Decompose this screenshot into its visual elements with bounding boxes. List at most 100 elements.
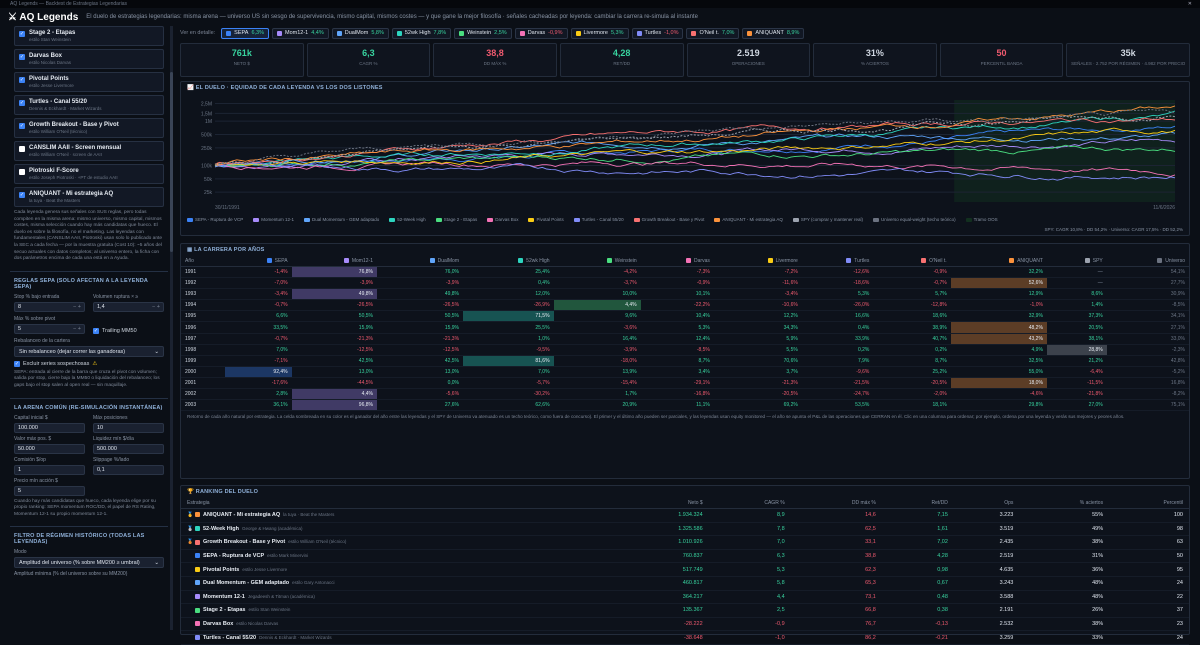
legend-checkbox[interactable] bbox=[19, 146, 25, 152]
col-header[interactable]: Ops bbox=[953, 498, 1020, 509]
stepper-icon[interactable]: − + bbox=[152, 303, 160, 310]
chip-weinstein[interactable]: Weinstein 2,5% bbox=[454, 27, 512, 39]
stepper-icon[interactable]: − + bbox=[73, 303, 81, 310]
ranking-row[interactable]: 🥇 ANIQUANT - Mi estrategia AQ la tuya · Be… bbox=[181, 508, 1189, 523]
col-header[interactable]: Ret/DD bbox=[881, 498, 954, 509]
exclude-suspicious-checkbox[interactable]: ✓ Excluir series sospechosas ⚠ bbox=[14, 360, 164, 367]
table-cell: -1,0% bbox=[950, 299, 1047, 312]
col-header[interactable]: % aciertos bbox=[1019, 498, 1110, 509]
ranking-row[interactable]: Momentum 12-1 Jegadeesh & Titman (académi… bbox=[181, 590, 1189, 605]
commission-input[interactable]: 1 bbox=[14, 464, 85, 475]
legend-entry[interactable]: Darvas Box bbox=[487, 217, 518, 222]
equity-chart[interactable]: 2,5M 1,5M 1M 500k 250k 100k 50k 25k 30/11/1991 11… bbox=[185, 94, 1185, 214]
scrollbar-thumb[interactable] bbox=[170, 72, 173, 252]
legend-item[interactable]: ✓ Stage 2 - Etapas estilo Stan Weinstein bbox=[14, 26, 164, 46]
legend-entry[interactable]: Stage 2 - Etapas bbox=[435, 217, 477, 222]
max-positions-input[interactable]: 10 bbox=[93, 422, 164, 433]
legend-checkbox[interactable]: ✓ bbox=[19, 77, 25, 83]
legend-entry[interactable]: Turtles - Canal 55/20 bbox=[573, 217, 624, 222]
legend-item[interactable]: ✓ Pivotal Points estilo Jesse Livermore bbox=[14, 72, 164, 92]
col-header[interactable]: Livermore bbox=[713, 256, 802, 267]
col-header[interactable]: Darvas bbox=[640, 256, 714, 267]
ranking-row[interactable]: 🥈 52-Week High George & Hwang (académica) 1… bbox=[181, 522, 1189, 537]
legend-checkbox[interactable]: ✓ bbox=[19, 100, 25, 106]
legend-item[interactable]: ✓ Darvas Box estilo Nicolas Darvas bbox=[14, 49, 164, 69]
legend-checkbox[interactable]: ✓ bbox=[19, 54, 25, 60]
legend-entry[interactable]: Universo equal-weight (techo teórico) bbox=[873, 217, 956, 222]
trailing-checkbox[interactable]: ✓ Trailing MM50 bbox=[93, 327, 164, 334]
series-line-0[interactable] bbox=[214, 125, 1176, 168]
mode-select[interactable]: Amplitud del universo (% sobre MM200 ≥ u… bbox=[14, 557, 164, 569]
sidebar-scrollbar[interactable] bbox=[170, 26, 173, 630]
max-value-input[interactable]: 50.000 bbox=[14, 443, 85, 454]
chip-dualmom[interactable]: DualMom 5,8% bbox=[331, 27, 389, 39]
legend-checkbox[interactable]: ✓ bbox=[19, 192, 25, 198]
ranking-row[interactable]: Pivotal Points estilo Jesse Livermore 517.… bbox=[181, 562, 1189, 577]
chip-turtles[interactable]: Turtles -1,0% bbox=[631, 27, 684, 39]
legend-entry[interactable]: Momentum 12-1 bbox=[253, 217, 294, 222]
ranking-row[interactable]: Turtles - Canal 55/20 Dennis & Eckhardt ·… bbox=[181, 630, 1189, 645]
col-header[interactable]: Weinstein bbox=[553, 256, 641, 267]
chip-52wk-high[interactable]: 52wk High 7,8% bbox=[391, 27, 452, 39]
col-header[interactable]: Percentil bbox=[1109, 498, 1189, 509]
series-line-4[interactable] bbox=[214, 144, 1176, 168]
legend-item[interactable]: ✓ ANIQUANT - Mi estrategia AQ la tuya · Be… bbox=[14, 187, 164, 207]
col-header[interactable]: Neto $ bbox=[616, 498, 709, 509]
series-line-11[interactable] bbox=[214, 108, 1176, 165]
rebalance-select[interactable]: Sin rebalanceo (dejar correr las ganador… bbox=[14, 345, 164, 357]
ranking-row[interactable]: SEPA - Ruptura de VCP estilo Mark Minervi… bbox=[181, 549, 1189, 564]
series-line-6[interactable] bbox=[214, 127, 1176, 166]
chip-sepa[interactable]: SEPA 6,3% bbox=[221, 27, 269, 39]
series-line-2[interactable] bbox=[214, 131, 1176, 168]
legend-checkbox[interactable]: ✓ bbox=[19, 123, 25, 129]
legend-checkbox[interactable] bbox=[19, 169, 25, 175]
legend-item[interactable]: CANSLIM AAII - Screen mensual estilo Will… bbox=[14, 141, 164, 161]
liquidity-input[interactable]: 500.000 bbox=[93, 443, 164, 454]
legend-entry[interactable]: SEPA - Ruptura de VCP bbox=[187, 217, 243, 222]
col-header[interactable]: 52wk High bbox=[463, 256, 554, 267]
col-header[interactable]: CAGR % bbox=[708, 498, 791, 509]
chip-livermore[interactable]: Livermore 5,3% bbox=[570, 27, 629, 39]
col-header[interactable]: DD máx % bbox=[790, 498, 882, 509]
close-icon[interactable]: ✕ bbox=[1187, 1, 1192, 7]
col-header[interactable]: Año bbox=[181, 256, 225, 267]
ranking-row[interactable]: Dual Momentum - GEM adaptado estilo Gary … bbox=[181, 576, 1189, 591]
legend-item[interactable]: ✓ Turtles - Canal 55/20 Dennis & Eckhardt … bbox=[14, 95, 164, 115]
col-header[interactable]: ANIQUANT bbox=[950, 256, 1047, 267]
stepper-icon[interactable]: − + bbox=[73, 325, 81, 332]
col-header[interactable]: SEPA bbox=[224, 256, 292, 267]
legend-entry[interactable]: 52-Week High bbox=[389, 217, 426, 222]
legend-item[interactable]: ✓ Growth Breakout - Base y Pivot estilo Wi… bbox=[14, 118, 164, 138]
legend-entry[interactable]: Pivotal Points bbox=[528, 217, 564, 222]
chip-darvas[interactable]: Darvas -0,9% bbox=[514, 27, 568, 39]
volume-input[interactable]: 1,4 − + bbox=[93, 301, 164, 312]
legend-entry[interactable]: Dual Momentum - GEM adaptado bbox=[303, 217, 379, 222]
series-line-7[interactable] bbox=[214, 162, 1176, 181]
legend-entry[interactable]: Growth Breakout - Base y Pivot bbox=[633, 217, 704, 222]
legend-item[interactable]: Piotroski F-Score estilo Joseph Piotroski… bbox=[14, 164, 164, 184]
col-header[interactable]: Mom12-1 bbox=[291, 256, 377, 267]
col-header[interactable]: SPY bbox=[1046, 256, 1107, 267]
slippage-input[interactable]: 0,1 bbox=[93, 464, 164, 475]
col-header[interactable]: Universo bbox=[1106, 256, 1189, 267]
ranking-row[interactable]: Stage 2 - Etapas estilo Stan Weinstein 135… bbox=[181, 603, 1189, 618]
legend-entry[interactable]: ANIQUANT - Mi estrategia AQ bbox=[714, 217, 783, 222]
col-header[interactable]: Turtles bbox=[801, 256, 874, 267]
chip-o-neil-t-[interactable]: O'Neil t. 7,0% bbox=[686, 27, 740, 39]
ranking-row[interactable]: Darvas Box estilo Nicolas Darvas -28.222 -0… bbox=[181, 617, 1189, 632]
series-line-10[interactable] bbox=[214, 115, 1176, 167]
chip-aniquant[interactable]: ANIQUANT 8,9% bbox=[742, 27, 805, 39]
col-header[interactable]: O'Neil t. bbox=[873, 256, 951, 267]
max-pivot-input[interactable]: 5 − + bbox=[14, 323, 85, 334]
stop-input[interactable]: 8 − + bbox=[14, 301, 85, 312]
legend-checkbox[interactable]: ✓ bbox=[19, 31, 25, 37]
min-price-input[interactable]: 5 bbox=[14, 485, 85, 496]
col-header[interactable]: DualMom bbox=[376, 256, 464, 267]
series-line-3[interactable] bbox=[214, 110, 1176, 167]
capital-input[interactable]: 100.000 bbox=[14, 422, 85, 433]
chip-mom12-1[interactable]: Mom12-1 4,4% bbox=[271, 27, 329, 39]
col-header[interactable]: Estrategia bbox=[181, 498, 617, 509]
ranking-row[interactable]: 🥉 Growth Breakout - Base y Pivot estilo Wi… bbox=[181, 535, 1189, 550]
legend-entry[interactable]: SPY (comprar y mantener real) bbox=[792, 217, 863, 222]
table-cell: -12,5% bbox=[291, 344, 377, 356]
